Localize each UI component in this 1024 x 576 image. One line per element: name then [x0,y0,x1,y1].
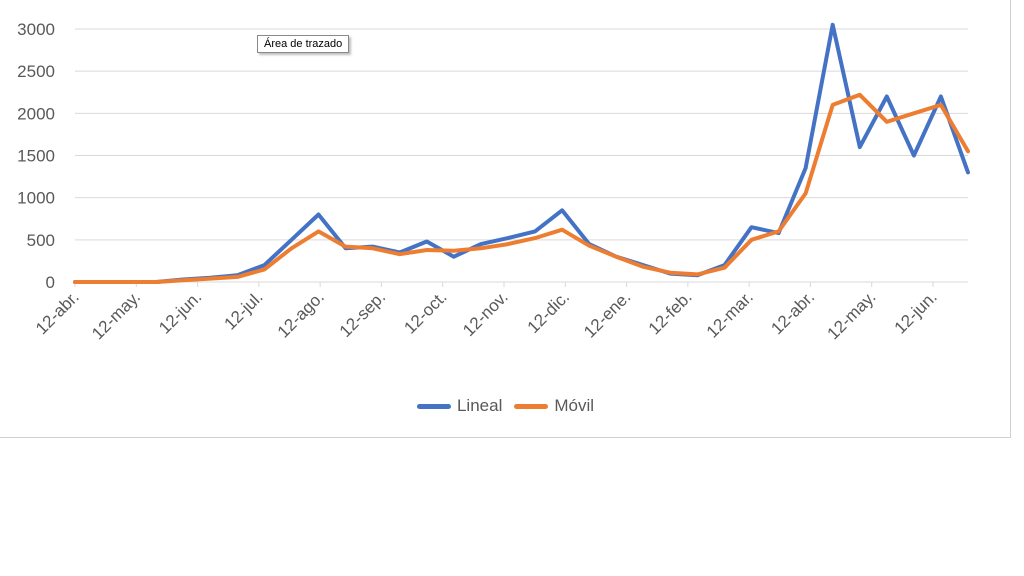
y-tick-label: 1500 [17,147,55,166]
y-tick-label: 1000 [17,189,55,208]
y-tick-label: 500 [27,231,55,250]
legend-swatch-lineal [416,403,451,409]
x-tick-label: 12-abr. [32,287,83,338]
series-lineal-point [453,255,455,258]
series-lineal-line [73,22,970,284]
series-movil-point [913,112,915,115]
series-lineal-point [507,237,509,239]
plot-area-tooltip: Área de trazado [257,35,350,53]
series-lineal-point [804,167,807,169]
x-tick-label: 12-may. [88,287,144,343]
series-movil-point [371,247,374,250]
series-movil-point [858,93,861,96]
series-movil-point [398,253,401,255]
series-movil-point [886,120,888,123]
x-tick-label: 12-ago. [274,287,328,341]
series-lineal-point [750,226,753,228]
x-tick-label: 12-mar. [703,287,757,341]
series-movil-point [534,237,536,239]
x-tick-label: 12-ene. [580,287,634,341]
series-movil-point [669,271,672,274]
legend-entry-lineal[interactable]: Lineal [416,396,503,416]
series-lineal-point [831,23,834,26]
series-lineal-point [317,213,320,216]
series-movil-point [236,276,239,278]
series-lineal-point [561,209,563,212]
x-tick-label: 12-abr. [767,287,818,338]
x-tick-label: 12-dic. [524,287,574,337]
series-lineal-point [967,171,969,174]
y-tick-label: 2500 [17,62,55,81]
x-tick-label: 12-may. [824,287,880,343]
x-tick-label: 12-nov. [459,287,512,340]
series-movil-point [155,281,157,283]
x-tick-label: 12-oct. [400,287,450,337]
legend-swatch-movil [514,403,549,409]
series-movil-point [642,266,645,268]
series-movil-point [804,192,807,195]
series-lineal-point [425,240,428,243]
series-movil-point [507,243,509,245]
x-tick-label: 12-jun. [155,287,205,337]
series-lineal-point [534,230,536,233]
series-movil-point [480,247,482,250]
series-movil-point [777,230,780,233]
series-lineal-point [940,95,942,98]
series-movil-point [344,245,347,248]
series-movil-point [317,230,320,233]
series-lineal-point [263,264,266,266]
legend-label-lineal: Lineal [456,396,503,415]
series-lineal-point [913,154,915,157]
series-lineal-point [886,95,888,98]
legend-entry-movil[interactable]: Móvil [514,396,594,416]
series-movil-point [588,244,590,247]
series-lineal-point [290,239,293,241]
series-movil-point [101,281,103,283]
legend-label-movil: Móvil [554,396,595,415]
series-movil-point [182,279,185,282]
series-movil-point [290,247,293,250]
series-movil-point [750,239,753,241]
series-movil-point [723,266,726,269]
y-tick-label: 3000 [17,20,55,39]
series-lineal-point [858,146,861,148]
legend: Lineal Móvil [0,396,1011,416]
series-movil-point [263,268,266,271]
series-movil-point [561,228,563,231]
series-movil-point [128,281,130,283]
x-tick-label: 12-jul. [221,287,267,333]
x-tick-label: 12-sep. [336,287,390,341]
series-movil-point [209,277,212,280]
y-tick-label: 0 [46,273,55,292]
series-lineal-point [480,243,482,245]
series-movil-point [967,150,969,153]
series-movil-point [453,249,455,252]
chart-area: 0 500 1000 1500 2000 2500 3000 12-abr. 12-may. 12… [0,0,1011,438]
y-tick-label: 2000 [17,104,55,123]
series-movil-point [615,255,618,258]
series-movil-point [831,104,834,106]
x-tick-label: 12-jun. [891,287,941,337]
series-movil-point [74,281,76,283]
series-movil-point [696,273,699,276]
series-movil-line [73,92,970,284]
series-movil-point [940,104,942,106]
series-movil-point [425,249,428,251]
x-tick-label: 12-feb. [645,287,696,338]
